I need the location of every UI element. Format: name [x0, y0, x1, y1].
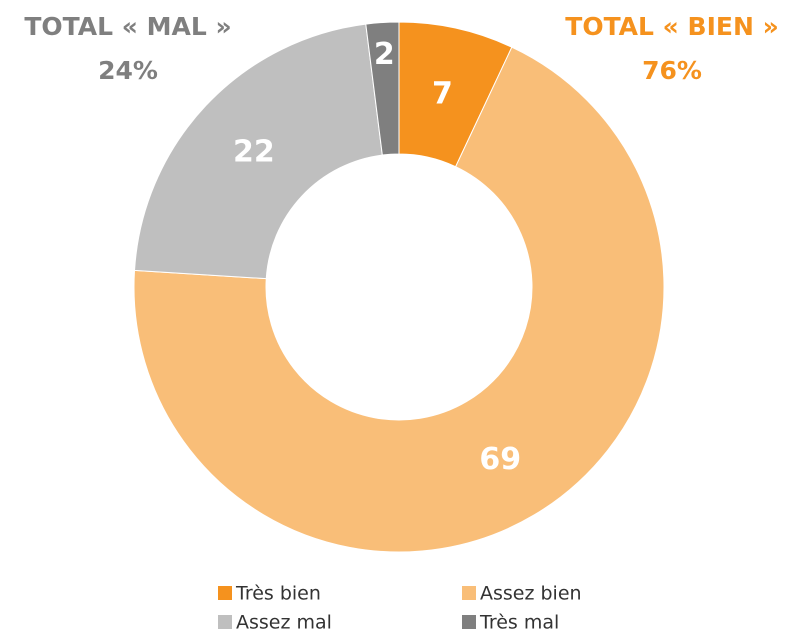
- legend-swatch: [218, 615, 232, 629]
- data-label: 69: [479, 442, 521, 477]
- legend-label: Assez bien: [480, 583, 582, 605]
- donut-segment: [365, 21, 400, 156]
- legend-label: Assez mal: [236, 612, 332, 634]
- annotation-title: TOTAL « BIEN »: [565, 12, 778, 41]
- data-label: 7: [432, 76, 453, 111]
- annotation-text: 76%: [642, 56, 702, 85]
- donut-segment: [133, 23, 383, 280]
- legend-swatch: [462, 615, 476, 629]
- annotation-text: 24%: [98, 56, 158, 85]
- legend-label: Très mal: [479, 612, 559, 634]
- data-label: 2: [374, 37, 395, 72]
- legend-label: Très bien: [235, 583, 321, 605]
- data-label: 22: [233, 134, 275, 169]
- legend-swatch: [462, 586, 476, 600]
- donut-segment: [133, 46, 665, 553]
- legend-swatch: [218, 586, 232, 600]
- annotation-title: TOTAL « MAL »: [24, 12, 231, 41]
